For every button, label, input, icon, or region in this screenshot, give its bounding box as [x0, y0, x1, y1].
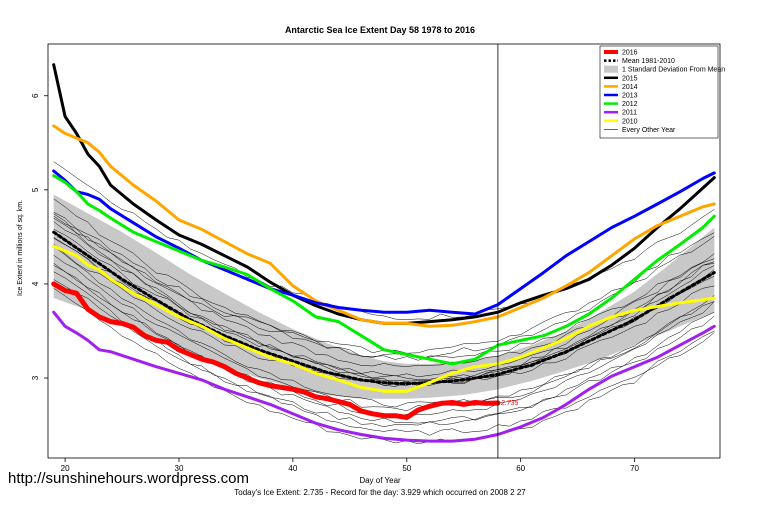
legend-label: 2012	[622, 101, 638, 108]
every-other-year-line	[53, 279, 715, 427]
legend-box	[599, 45, 719, 139]
std-dev-band	[53, 194, 715, 399]
legend-label: 2013	[622, 93, 638, 100]
highlighted-series	[51, 63, 716, 443]
x-axis-label: Day of Year	[359, 476, 401, 485]
every-other-year-line	[53, 161, 715, 320]
x-tick-label: 20	[61, 464, 70, 473]
y-tick-label: 4	[31, 281, 40, 286]
series-line-2010	[52, 244, 716, 393]
legend-label: 2015	[622, 75, 638, 82]
every-other-year-lines	[53, 161, 715, 445]
every-other-year-line	[53, 229, 715, 378]
series-line-mean-1981-2010	[52, 230, 716, 386]
x-tick-label: 30	[175, 464, 184, 473]
legend-label: Every Other Year	[622, 127, 676, 134]
y-axis: 3 4 5 6	[31, 93, 48, 380]
legend-label: 2016	[622, 50, 638, 57]
series-line-2013	[52, 169, 716, 316]
series-line-2011	[52, 310, 716, 443]
legend-label: Mean 1981-2010	[622, 58, 675, 65]
footer-record-text: Today's Ice Extent: 2.735 - Record for t…	[0, 488, 760, 497]
y-tick-label: 5	[31, 187, 40, 192]
x-tick-label: 50	[402, 464, 411, 473]
series-line-2016	[51, 281, 501, 420]
footer-record: Record for the day: 3.929 which occurred…	[330, 488, 526, 497]
x-tick-label: 60	[516, 464, 525, 473]
legend-label: 2014	[622, 84, 638, 91]
std-dev-band-area	[53, 194, 715, 399]
y-tick-label: 3	[31, 375, 40, 380]
every-other-year-line	[53, 215, 715, 359]
legend-swatch	[604, 65, 618, 73]
every-other-year-line	[53, 243, 715, 386]
every-other-year-line	[53, 271, 715, 436]
watermark-url: http://sunshinehours.wordpress.com	[8, 470, 249, 487]
footer-separator: -	[323, 488, 331, 497]
legend-label: 2010	[622, 118, 638, 125]
every-other-year-line	[53, 245, 715, 408]
current-value-label: 2.735	[500, 400, 519, 407]
x-tick-label: 70	[630, 464, 639, 473]
footer-today-extent: Today's Ice Extent: 2.735	[234, 488, 324, 497]
chart-title: Antarctic Sea Ice Extent Day 58 1978 to …	[285, 25, 475, 35]
legend-label: 2011	[622, 110, 637, 117]
x-tick-label: 40	[288, 464, 297, 473]
every-other-year-line	[53, 221, 715, 380]
y-tick-label: 6	[31, 93, 40, 98]
x-axis: 20 30 40 50 60 70	[61, 458, 640, 473]
series-line-2012	[52, 174, 716, 366]
series-line-2014	[52, 124, 716, 328]
legend-label: 1 Standard Deviation From Mean	[622, 67, 725, 74]
every-other-year-line	[53, 254, 715, 412]
y-axis-label: Ice Extent in millions of sq. km.	[17, 200, 24, 296]
every-other-year-line	[53, 198, 715, 361]
every-other-year-line	[53, 217, 715, 386]
plot-frame	[47, 43, 721, 459]
